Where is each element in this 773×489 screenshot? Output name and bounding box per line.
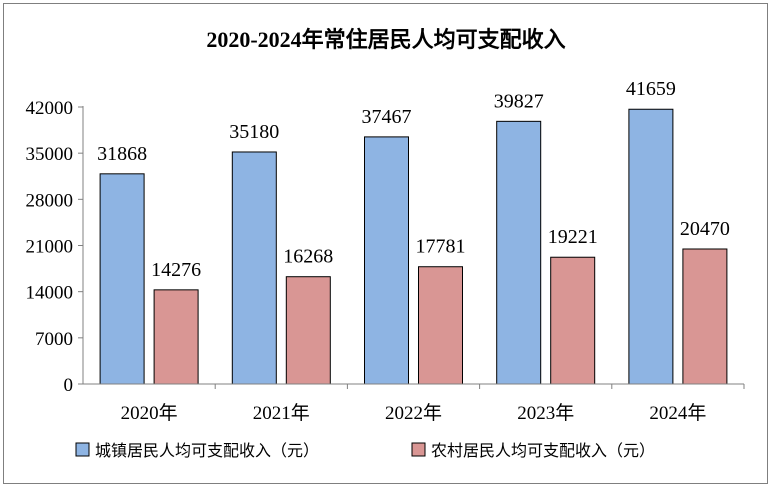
bar-rural [285, 276, 331, 385]
data-label: 17781 [416, 236, 466, 258]
bar-urban [628, 108, 674, 385]
bars: 31868 14276 35180 16268 37467 17781 39827 19221… [97, 78, 730, 385]
y-tick-label: 0 [64, 375, 74, 396]
legend-label: 城镇居民人均可支配收入（元） [95, 442, 319, 460]
data-label: 39827 [494, 90, 544, 112]
data-label: 37467 [362, 106, 412, 128]
x-tick-label: 2022年 [385, 402, 442, 424]
x-axis: 2020年 2021年 2022年 2023年 2024年 [83, 383, 745, 424]
bar-rural [418, 266, 463, 385]
bar-rural [550, 256, 596, 385]
legend: 城镇居民人均可支配收入（元） 农村居民人均可支配收入（元） [75, 442, 655, 460]
data-label: 41659 [626, 78, 676, 100]
data-label: 19221 [548, 226, 598, 248]
bar-urban [496, 120, 542, 385]
y-tick-label: 21000 [26, 237, 74, 258]
bar-rural [153, 289, 199, 385]
data-label: 35180 [229, 121, 279, 143]
y-tick-label: 7000 [35, 329, 73, 350]
chart-title: 2020-2024年常住居民人均可支配收入 [206, 27, 565, 52]
legend-swatch [411, 442, 426, 457]
bar-urban [364, 136, 409, 385]
y-tick-label: 42000 [26, 98, 74, 119]
bar-urban [231, 151, 277, 385]
y-tick-label: 28000 [26, 190, 74, 211]
legend-label: 农村居民人均可支配收入（元） [431, 442, 655, 460]
data-label: 20470 [680, 218, 730, 240]
x-tick-label: 2023年 [517, 402, 574, 424]
y-tick-label: 14000 [26, 283, 74, 304]
bar-urban [99, 173, 145, 385]
x-tick-label: 2024年 [649, 402, 706, 424]
x-tick-label: 2020年 [121, 402, 178, 424]
bar-rural [682, 248, 728, 385]
legend-swatch [75, 442, 90, 457]
x-tick-label: 2021年 [253, 402, 310, 424]
y-axis: 0 7000 14000 21000 28000 35000 42000 [26, 98, 84, 396]
data-label: 16268 [283, 246, 333, 268]
data-label: 14276 [151, 259, 201, 281]
y-tick-label: 35000 [26, 144, 74, 165]
data-label: 31868 [97, 143, 147, 165]
